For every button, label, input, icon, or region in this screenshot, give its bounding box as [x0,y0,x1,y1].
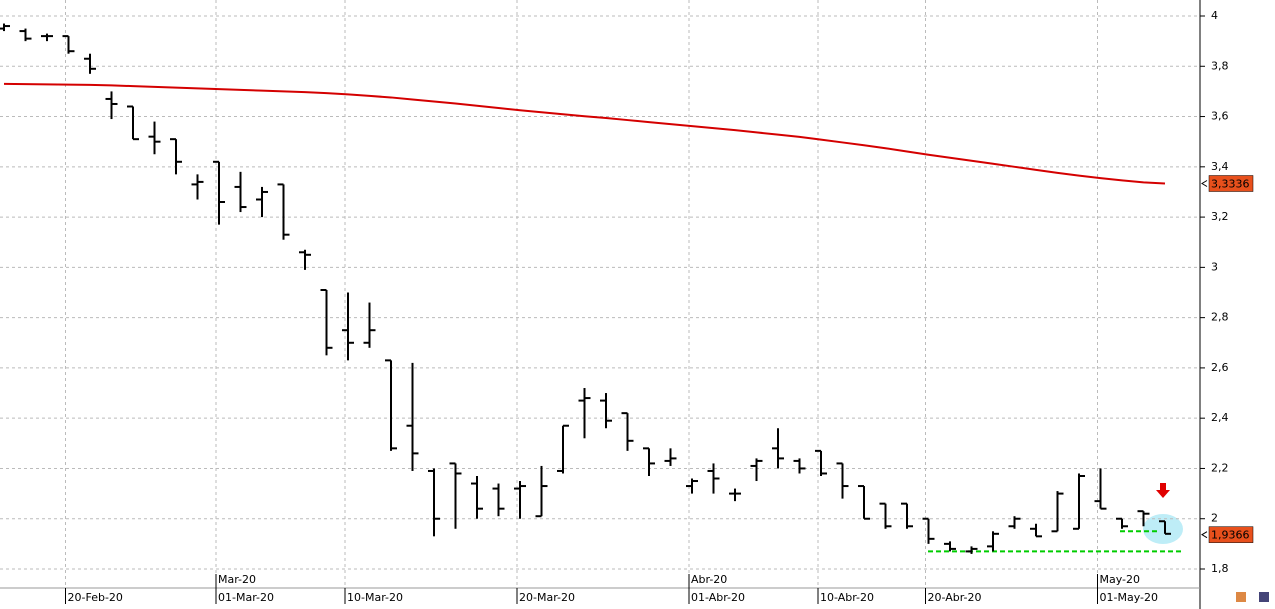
y-tick-label: 2 [1211,512,1218,525]
highlight [1143,514,1183,544]
last-value-label: 3,3336 [1211,178,1250,191]
y-tick-label: 3,6 [1211,110,1229,123]
y-tick-label: 3,4 [1211,160,1229,173]
y-tick-label: 2,6 [1211,361,1229,374]
last-value-box [1208,175,1254,192]
y-tick-label: 2,8 [1211,311,1229,324]
x-tick-label: 20-Abr-20 [928,591,982,604]
pointer [1201,180,1208,187]
last-value-box [1208,526,1254,543]
moving-average [3,82,1166,185]
y-tick-label: 2,4 [1211,411,1229,424]
last-value-label: 1,9366 [1211,529,1250,542]
icon[interactable] [1259,592,1269,602]
y-tick-label: 1,8 [1211,562,1229,575]
month-label: Mar-20 [218,573,256,586]
y-tick-label: 3,2 [1211,210,1229,223]
x-tick-label: 01-Abr-20 [691,591,745,604]
month-label: May-20 [1100,573,1141,586]
pointer [1201,531,1208,539]
x-tick-label: 01-Mar-20 [218,591,274,604]
x-tick-label: 20-Feb-20 [68,591,123,604]
y-tick-label: 4 [1211,9,1218,22]
x-tick-label: 20-Mar-20 [519,591,575,604]
x-tick-label: 10-Mar-20 [347,591,403,604]
x-tick-label: 01-May-20 [1100,591,1158,604]
icon[interactable] [1236,592,1246,602]
y-tick-label: 2,2 [1211,461,1229,474]
y-tick-label: 3 [1211,260,1218,273]
y-tick-label: 3,8 [1211,59,1229,72]
arrow [1156,483,1170,498]
x-tick-label: 10-Abr-20 [820,591,874,604]
month-label: Abr-20 [691,573,727,586]
